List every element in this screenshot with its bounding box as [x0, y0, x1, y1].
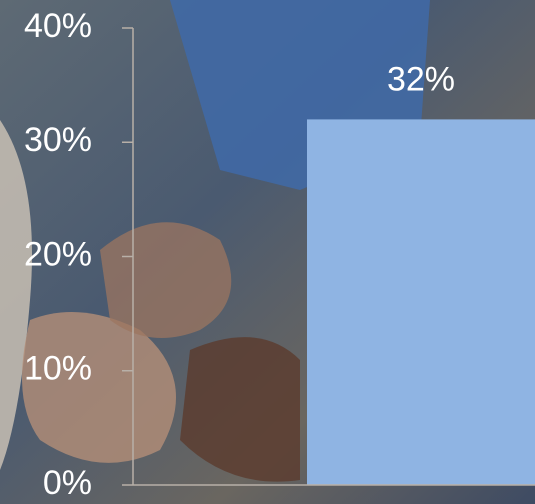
value-label: 32%: [387, 60, 455, 98]
chart: 0% 10% 20% 30% 40% 32%: [0, 0, 535, 504]
photo-hand: [100, 222, 231, 338]
page: 0%10%20%30%40%32% (() => { const data = …: [0, 0, 535, 504]
bar: [307, 119, 535, 485]
y-tick-label: 40%: [24, 7, 92, 45]
y-tick-label: 10%: [24, 350, 92, 388]
y-tick-label: 30%: [24, 121, 92, 159]
y-tick-label: 0%: [43, 464, 92, 502]
y-tick-label: 20%: [24, 235, 92, 273]
